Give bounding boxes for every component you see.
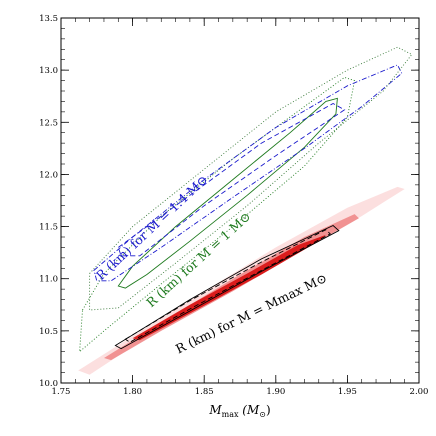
contour-series0-solid xyxy=(114,224,340,350)
y-tick-label: 10.0 xyxy=(39,379,58,389)
x-tick-label: 1.75 xyxy=(52,387,71,397)
contour-series2-dotted-outer xyxy=(89,46,413,311)
x-tick-label: 1.85 xyxy=(195,387,214,397)
contour-series2-dashdot xyxy=(93,64,403,282)
x-tick-label: 2.00 xyxy=(410,387,429,397)
contour-layer xyxy=(78,46,413,375)
plot-frame xyxy=(60,17,420,384)
y-tick-label: 10.5 xyxy=(39,327,58,337)
y-tick-label: 13.5 xyxy=(39,14,58,24)
contour-series1-solid xyxy=(117,97,338,289)
y-tick-label: 12.5 xyxy=(39,118,58,128)
x-axis-label: Mmax (M⊙) xyxy=(208,403,270,419)
annotation-2: R (km) for M = Mmax M⊙ xyxy=(173,270,329,356)
y-tick-label: 11.0 xyxy=(39,275,58,285)
x-tick-label: 1.80 xyxy=(123,387,142,397)
contour-series2-dashed xyxy=(117,102,346,257)
contour-series1-dotted xyxy=(79,76,356,353)
y-tick-label: 13.0 xyxy=(39,66,58,76)
y-tick-label: 12.0 xyxy=(39,170,58,180)
contour-series0-dashed xyxy=(124,229,331,343)
y-tick-label: 11.5 xyxy=(39,223,58,233)
tick-layer: 1.75 1.80 1.85 1.90 1.95 2.00 10.0 10.5 11.0 11.5… xyxy=(39,14,428,397)
x-tick-label: 1.90 xyxy=(266,387,285,397)
annotation-layer: R (km) for M = 1.4 M⊙R (km) for M = 1 M⊙… xyxy=(93,172,329,357)
x-tick-label: 1.95 xyxy=(338,387,357,397)
